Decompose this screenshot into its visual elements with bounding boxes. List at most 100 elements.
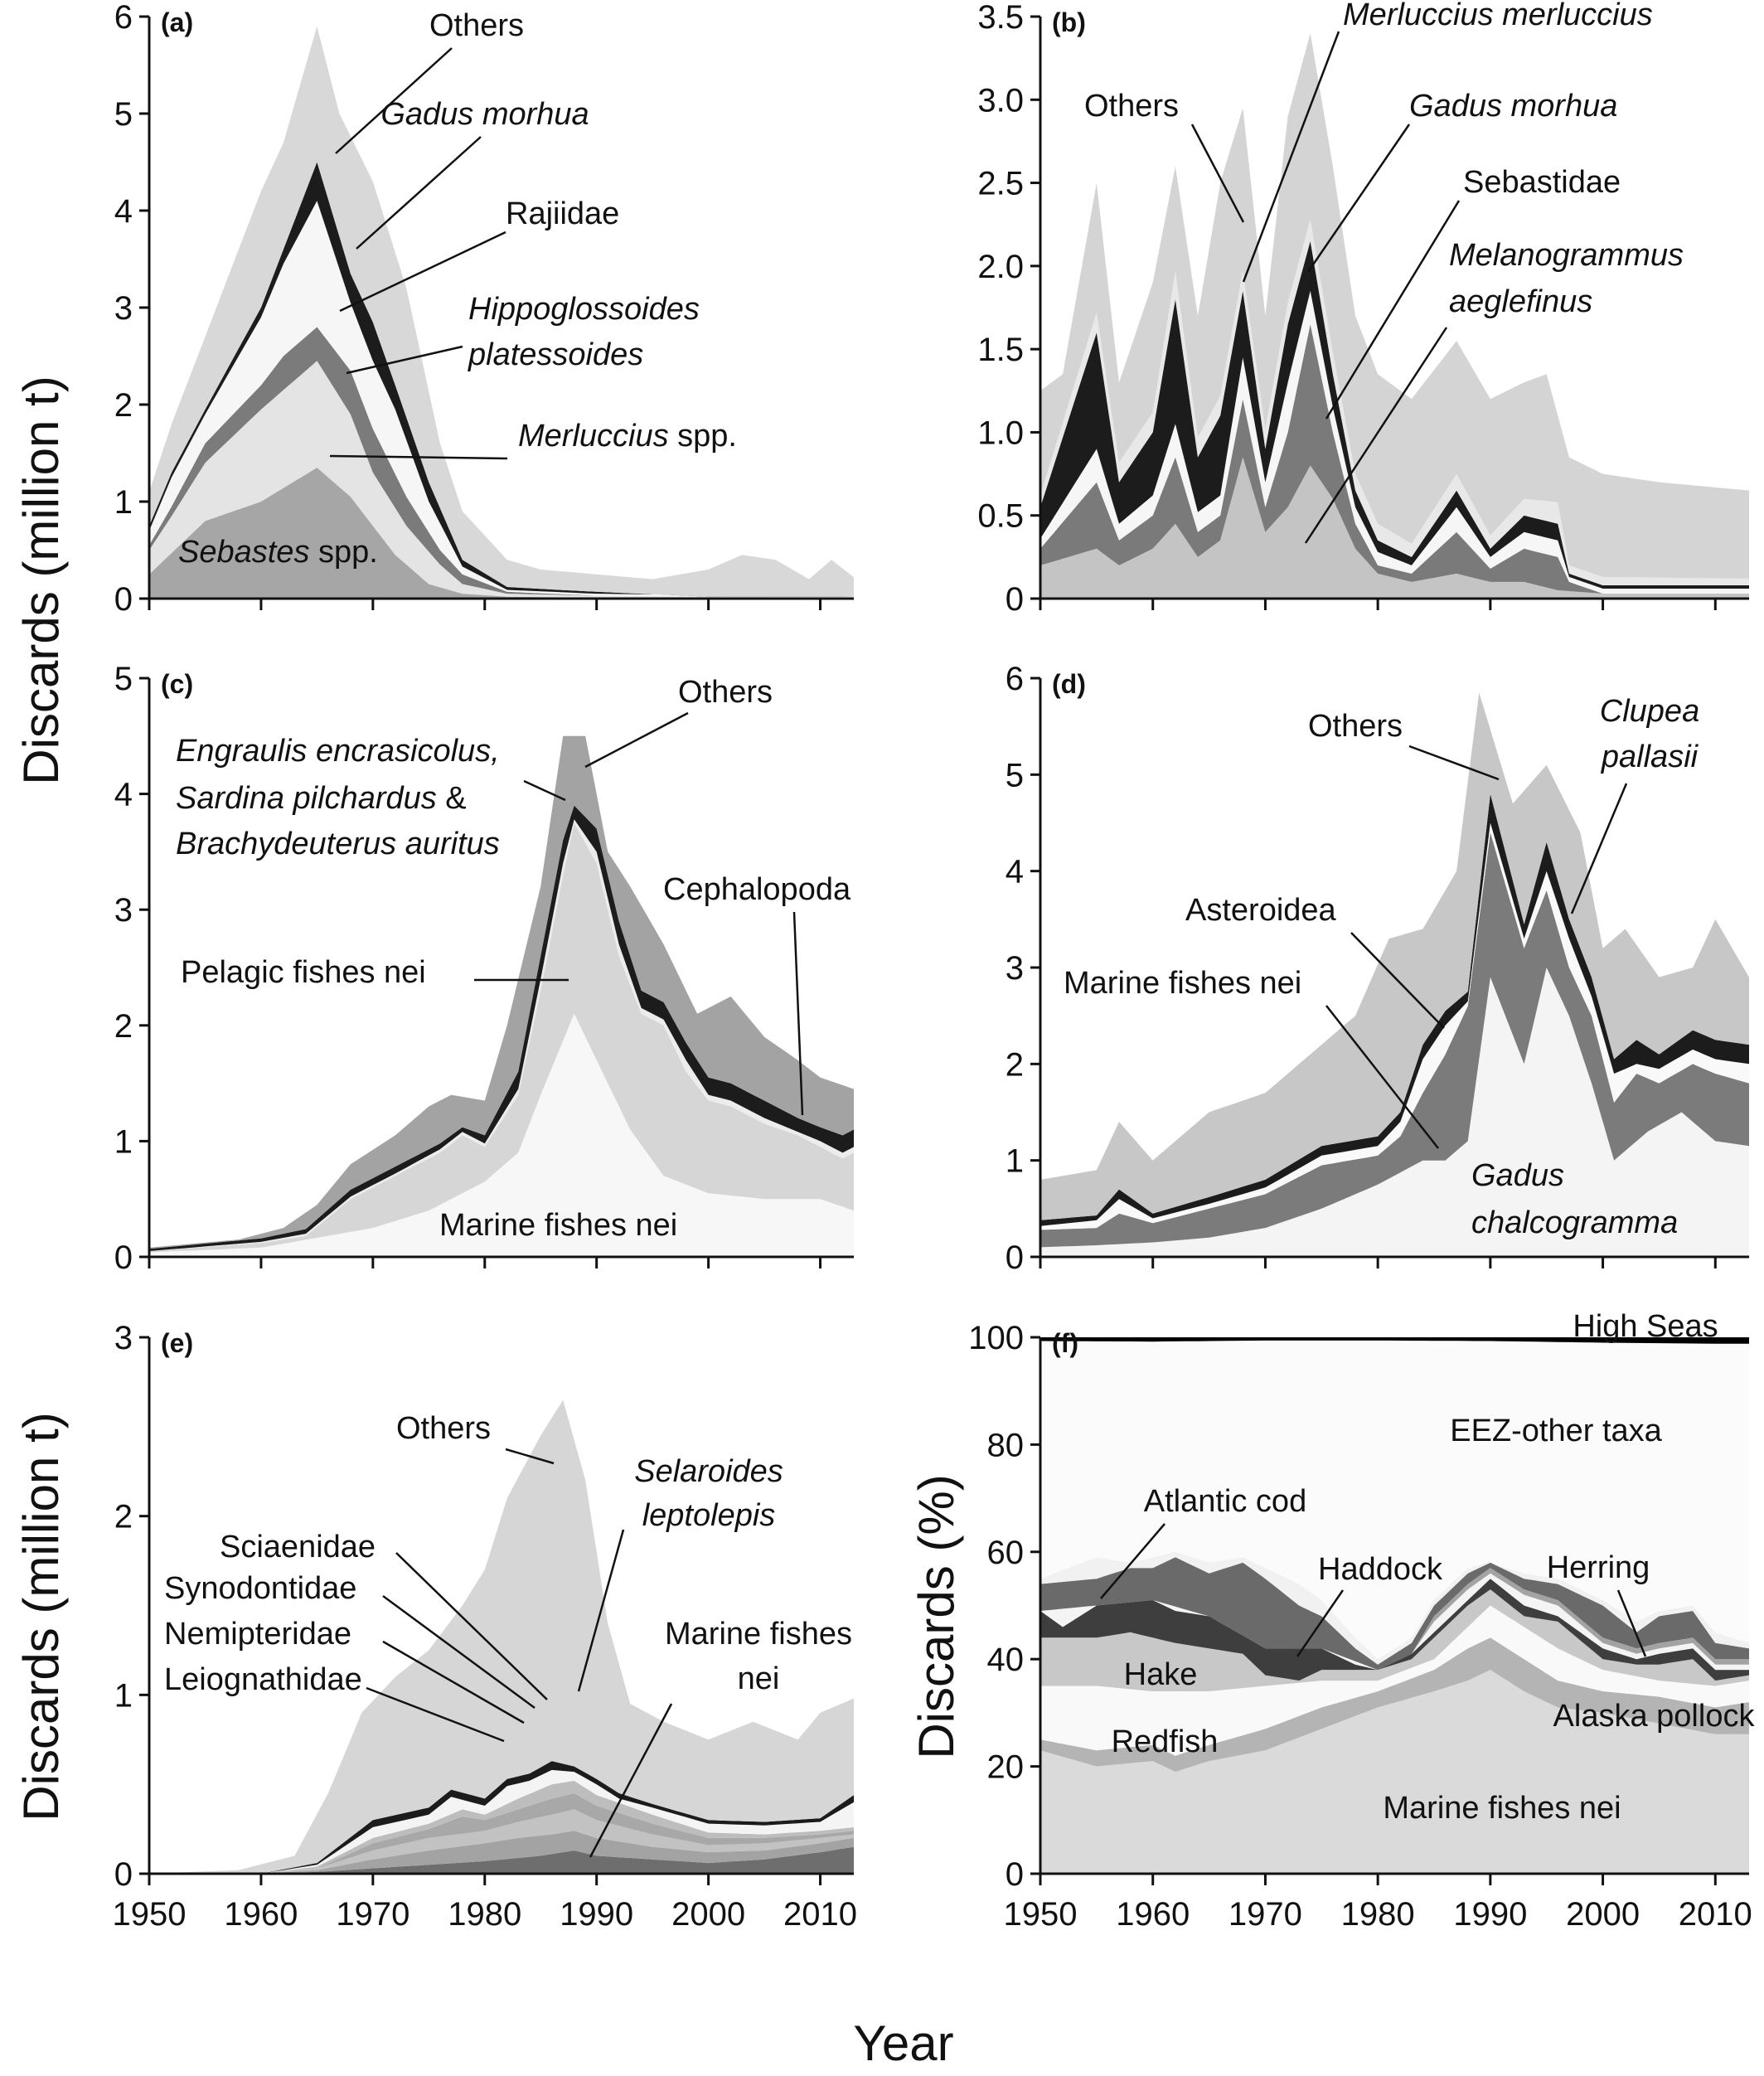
annotation-leader-line bbox=[1306, 124, 1411, 273]
area-series-others bbox=[1040, 692, 1749, 1220]
annotation-marine-fishes-nei: Marine fishes nei bbox=[439, 1208, 677, 1243]
x-tick-label: 1960 bbox=[224, 1896, 298, 1933]
annotation-clupea: Clupea bbox=[1600, 694, 1699, 729]
annotation-brachydeuterus-auritus: Brachydeuterus auritus bbox=[176, 827, 500, 861]
area-series-leiognathidae bbox=[149, 1831, 854, 1874]
y-tick-label: 5 bbox=[114, 661, 133, 697]
annotation-sebastes: Sebastes spp. bbox=[178, 535, 378, 570]
y-axis-title-lower: Discards (million t) bbox=[13, 1412, 69, 1821]
y-tick-label: 2 bbox=[114, 1499, 133, 1535]
area-series-redfish bbox=[1040, 1605, 1749, 1756]
y-tick-label: 0 bbox=[1006, 581, 1024, 618]
area-series-sebastes-spp bbox=[149, 468, 854, 599]
area-series-pelagic-fishes-nei bbox=[149, 822, 854, 1253]
annotation-merluccius: Merluccius spp. bbox=[518, 419, 737, 454]
annotation-alaska-pollock: Alaska pollock bbox=[1553, 1699, 1756, 1734]
annotation-haddock: Haddock bbox=[1318, 1552, 1443, 1587]
axes: 0 1 2 3 4 5 bbox=[114, 661, 854, 1276]
area-series-gadus-chalcogramma bbox=[1040, 968, 1749, 1257]
panel-d: 0 1 2 3 4 5 6 (d) Others Clupea pallasii Asteroidea… bbox=[1006, 661, 1749, 1276]
y-tick-label: 60 bbox=[987, 1535, 1025, 1571]
x-tick-label: 1980 bbox=[448, 1896, 521, 1933]
y-tick-label: 0 bbox=[114, 1856, 133, 1893]
area-series-atlantic-cod bbox=[1040, 1579, 1749, 1681]
annotation-leiognathidae: Leiognathidae bbox=[164, 1662, 362, 1697]
annotation-selaroides: Selaroides bbox=[634, 1454, 783, 1489]
y-tick-label: 5 bbox=[1006, 757, 1024, 793]
area-series-sebastidae bbox=[1040, 324, 1749, 594]
annotation-leader-line bbox=[335, 47, 453, 154]
y-tick-label: 1 bbox=[114, 1677, 133, 1714]
annotation-leader-line bbox=[577, 1529, 625, 1692]
stacked-areas bbox=[1040, 33, 1749, 599]
y-tick-label: 3.0 bbox=[977, 82, 1024, 119]
y-tick-label: 20 bbox=[987, 1749, 1025, 1786]
annotation-leader-line bbox=[1190, 124, 1245, 223]
x-tick-label: 1990 bbox=[560, 1896, 633, 1933]
axes: 0 1 2 3 4 5 6 bbox=[114, 0, 854, 618]
area-series-others bbox=[1040, 33, 1749, 579]
annotation-merluccius-merluccius: Merluccius merluccius bbox=[1343, 0, 1653, 32]
y-tick-label: 2.0 bbox=[977, 249, 1024, 285]
panel-f: 0 20 40 60 80 100 1950 1960 1970 1980 1990 2000 2010… bbox=[968, 1309, 1755, 1933]
y-tick-label: 4 bbox=[1006, 854, 1024, 890]
y-tick-label: 100 bbox=[968, 1320, 1024, 1356]
x-axis-title: Year bbox=[853, 2015, 953, 2071]
y-tick-label: 0.5 bbox=[977, 498, 1024, 535]
area-series-others bbox=[149, 1399, 854, 1874]
annotation-herring: Herring bbox=[1547, 1550, 1650, 1585]
panel-letter: (e) bbox=[161, 1328, 193, 1358]
y-tick-label: 6 bbox=[1006, 661, 1024, 697]
area-series-marine-fishes-nei bbox=[1040, 832, 1749, 1248]
x-tick-label: 2010 bbox=[1679, 1896, 1752, 1933]
area-series-high-seas bbox=[1040, 1337, 1749, 1344]
y-tick-label: 80 bbox=[987, 1427, 1025, 1463]
annotation-asteroidea: Asteroidea bbox=[1185, 893, 1337, 928]
x-tick-label: 1990 bbox=[1453, 1896, 1527, 1933]
x-tick-label: 2010 bbox=[783, 1896, 857, 1933]
annotation-pallasii: pallasii bbox=[1601, 740, 1699, 774]
area-series-others bbox=[149, 26, 854, 597]
stacked-areas bbox=[149, 1399, 854, 1874]
panel-letter: (f) bbox=[1052, 1328, 1078, 1358]
annotation-leader-line bbox=[1570, 783, 1628, 914]
annotation-leader-line bbox=[792, 911, 804, 1116]
annotation-high-seas: High Seas bbox=[1573, 1309, 1718, 1344]
panel-letter: (c) bbox=[161, 669, 193, 699]
annotation-redfish: Redfish bbox=[1112, 1724, 1219, 1759]
y-tick-label: 1 bbox=[114, 484, 133, 521]
y-tick-label: 0 bbox=[114, 581, 133, 618]
annotation-rajiidae: Rajiidae bbox=[506, 196, 619, 231]
y-tick-label: 2 bbox=[114, 387, 133, 424]
area-series-rajiidae bbox=[149, 201, 854, 598]
panel-e: 0 1 2 3 1950 1960 1970 1980 1990 2000 2010 (e) Other… bbox=[113, 1320, 858, 1933]
y-tick-label: 4 bbox=[114, 777, 133, 813]
annotation-sardina-pilchardus: Sardina pilchardus & bbox=[176, 781, 467, 816]
annotation-others: Others bbox=[1308, 709, 1403, 744]
area-series-marine-fishes-nei bbox=[149, 1013, 854, 1257]
y-tick-label: 1 bbox=[114, 1123, 133, 1160]
x-tick-label: 1970 bbox=[1228, 1896, 1302, 1933]
x-tick-label: 1950 bbox=[1004, 1896, 1078, 1933]
annotation-gadus-morhua: Gadus morhua bbox=[380, 97, 589, 132]
axes: 0 20 40 60 80 100 1950 1960 1970 1980 1990 2000 2010 bbox=[968, 1320, 1752, 1933]
y-tick-label: 40 bbox=[987, 1642, 1025, 1678]
area-series-merluccius-merluccius bbox=[1040, 240, 1749, 589]
y-tick-label: 0 bbox=[1006, 1856, 1024, 1893]
annotation-eez-other-taxa: EEZ-other taxa bbox=[1450, 1414, 1662, 1448]
y-tick-label: 2.5 bbox=[977, 166, 1024, 202]
annotation-leader-line bbox=[382, 1640, 525, 1724]
area-series-herring bbox=[1040, 1551, 1749, 1665]
x-tick-label: 2000 bbox=[671, 1896, 745, 1933]
y-tick-label: 4 bbox=[114, 193, 133, 230]
y-tick-label: 3 bbox=[114, 892, 133, 929]
stacked-areas bbox=[149, 26, 854, 599]
annotation-leader-line bbox=[339, 230, 506, 313]
annotation-others: Others bbox=[429, 8, 524, 43]
stacked-areas bbox=[1040, 692, 1749, 1257]
y-tick-label: 2 bbox=[114, 1008, 133, 1045]
stacked-areas bbox=[149, 735, 854, 1257]
annotation-nemipteridae: Nemipteridae bbox=[164, 1617, 351, 1652]
y-tick-label: 6 bbox=[114, 0, 133, 36]
annotation-sebastidae: Sebastidae bbox=[1463, 165, 1621, 200]
